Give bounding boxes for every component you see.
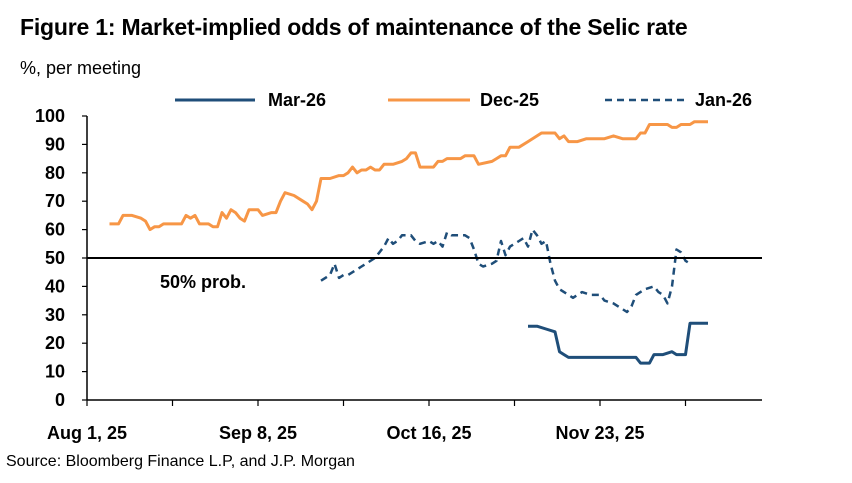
y-tick-label: 50	[45, 248, 65, 268]
y-tick-label: 80	[45, 163, 65, 183]
axes-layer: 0 10 20 30 40 50 60 70 80 90 100 Aug 1, 25 Sep 8, 25…	[35, 106, 762, 443]
x-tick-label: Oct 16, 25	[386, 423, 471, 443]
y-tick-label: 0	[55, 390, 65, 410]
legend-label-mar26: Mar-26	[268, 90, 326, 110]
source-note: Source: Bloomberg Finance L.P, and J.P. …	[6, 453, 355, 470]
y-tick-label: 30	[45, 305, 65, 325]
legend-label-dec25: Dec-25	[480, 90, 539, 110]
chart-title: Figure 1: Market-implied odds of mainten…	[20, 14, 688, 40]
y-tick-label: 70	[45, 191, 65, 211]
x-tick-label: Nov 23, 25	[555, 423, 644, 443]
series-line-dec25	[109, 120, 708, 232]
series-layer	[109, 120, 708, 365]
y-tick-label: 40	[45, 276, 65, 296]
y-tick-label: 10	[45, 362, 65, 382]
legend: Mar-26 Dec-25 Jan-26	[175, 90, 752, 110]
y-tick-label: 100	[35, 106, 65, 126]
reference-line-layer: 50% prob.	[87, 257, 762, 292]
reference-line-label: 50% prob.	[160, 272, 246, 292]
legend-label-jan26: Jan-26	[695, 90, 752, 110]
series-line-mar26	[528, 321, 708, 365]
series-line-jan26	[320, 228, 691, 314]
x-tick-label: Aug 1, 25	[47, 423, 127, 443]
y-axis-unit-label: %, per meeting	[20, 58, 142, 78]
x-tick-label: Sep 8, 25	[219, 423, 297, 443]
y-tick-label: 60	[45, 220, 65, 240]
y-tick-label: 20	[45, 333, 65, 353]
y-tick-label: 90	[45, 134, 65, 154]
